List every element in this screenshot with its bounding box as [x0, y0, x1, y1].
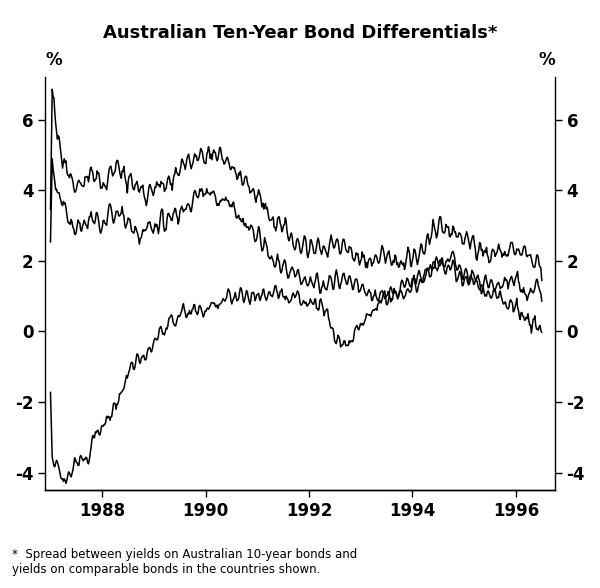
- Text: *  Spread between yields on Australian 10-year bonds and
yields on comparable bo: * Spread between yields on Australian 10…: [12, 548, 357, 576]
- Text: Australian Ten-Year Bond Differentials*: Australian Ten-Year Bond Differentials*: [103, 24, 497, 42]
- Text: %: %: [538, 51, 554, 69]
- Text: %: %: [46, 51, 62, 69]
